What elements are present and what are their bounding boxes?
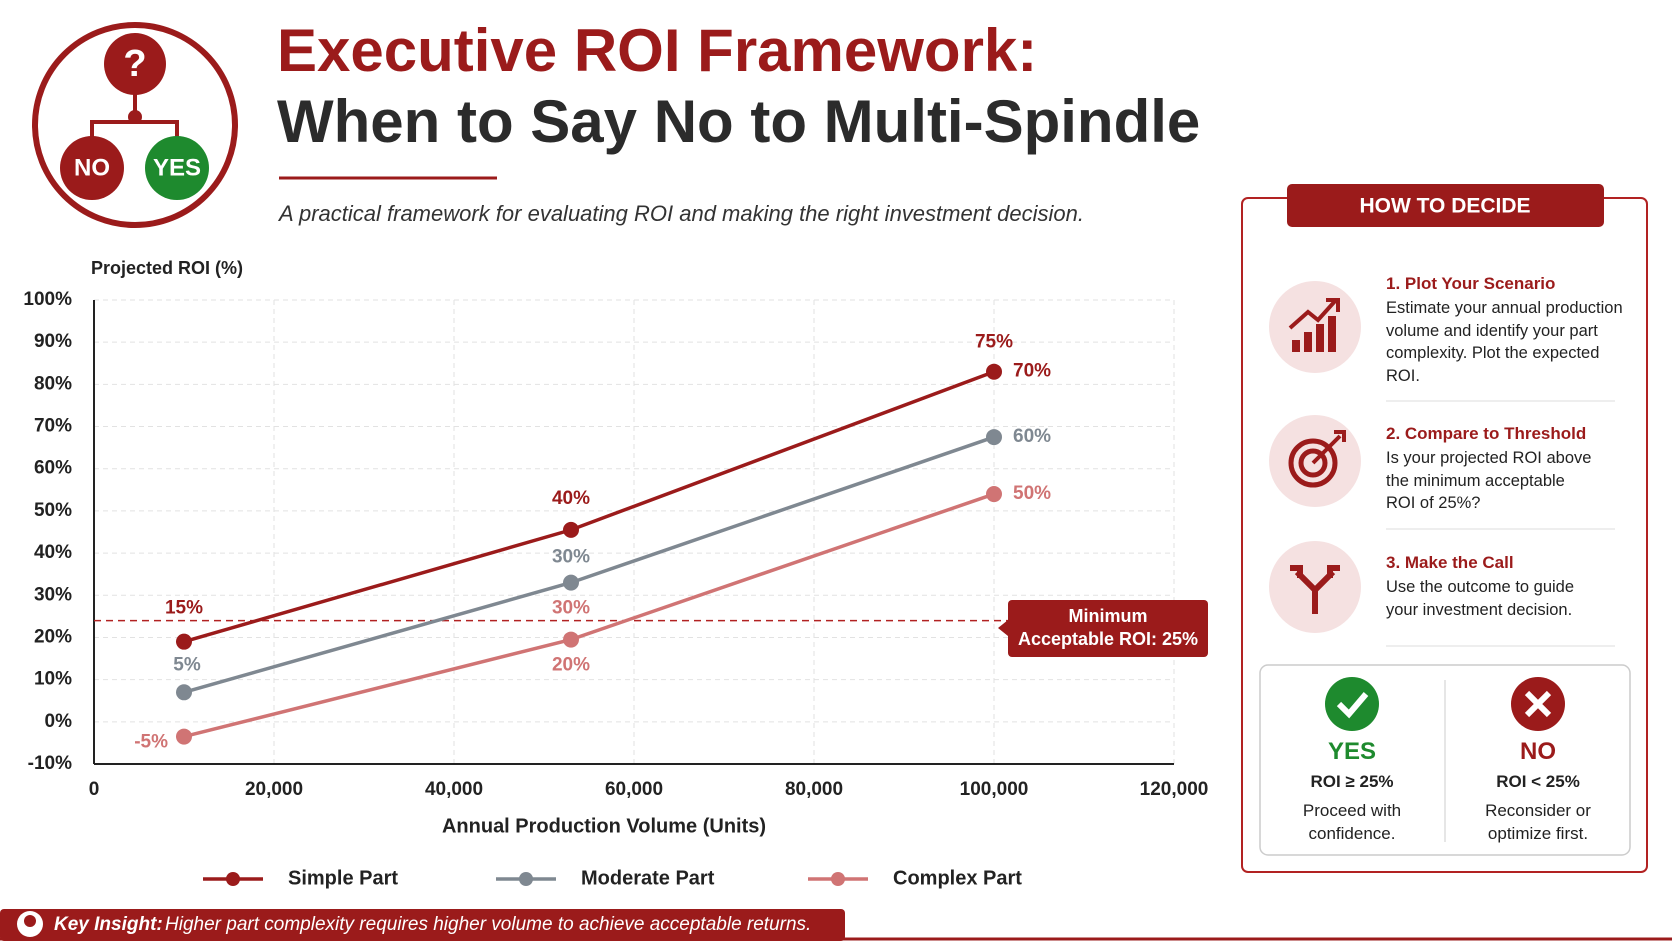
y-tick-label: 10% xyxy=(34,669,72,690)
step-text: Estimate your annual production volume a… xyxy=(1386,299,1623,385)
badge-question-circle xyxy=(104,33,166,95)
point-annotation: 15% xyxy=(165,598,203,619)
step-title: 1. Plot Your Scenario xyxy=(1386,274,1556,293)
no-label: NO xyxy=(1520,738,1556,765)
y-tick-label: 80% xyxy=(34,373,72,394)
point-annotation: 20% xyxy=(552,655,590,676)
y-tick-label: 60% xyxy=(34,458,72,479)
y-tick-label: 30% xyxy=(34,584,72,605)
no-text: Reconsider or optimize first. xyxy=(1485,801,1591,843)
data-point xyxy=(176,684,192,701)
title: When to Say No to Multi-Spindle xyxy=(277,88,1200,155)
legend-marker xyxy=(226,872,240,886)
x-tick-label: 120,000 xyxy=(1140,779,1209,800)
step-icon-arrow xyxy=(1288,298,1340,330)
data-point xyxy=(986,429,1002,446)
step-text: Is your projected ROI above the minimum … xyxy=(1386,449,1592,512)
x-tick-label: 40,000 xyxy=(425,779,483,800)
step-icon-dart xyxy=(1311,430,1346,465)
data-point xyxy=(176,728,192,745)
y-tick-label: 90% xyxy=(34,331,72,352)
legend-label: Complex Part xyxy=(893,867,1022,889)
x-tick-label: 80,000 xyxy=(785,779,843,800)
step-icon-bg xyxy=(1269,281,1361,373)
threshold-box xyxy=(1008,600,1208,657)
step-icon-chart xyxy=(1292,316,1336,352)
badge-yes: YES xyxy=(153,154,201,181)
x-tick-label: 100,000 xyxy=(960,779,1029,800)
threshold-label: Acceptable ROI: 25% xyxy=(1018,629,1198,649)
badge-no: NO xyxy=(74,154,110,181)
panel-tab xyxy=(1287,184,1604,227)
threshold-label: Minimum xyxy=(1069,606,1148,626)
data-point xyxy=(986,363,1002,380)
step-icon-split xyxy=(1290,565,1340,614)
y-tick-label: 20% xyxy=(34,626,72,647)
legend-label: Simple Part xyxy=(288,867,398,889)
y-tick-label: 0% xyxy=(45,711,73,732)
y-tick-label: 100% xyxy=(23,289,72,310)
yes-icon xyxy=(1325,677,1379,731)
x-tick-label: 0 xyxy=(89,779,100,800)
point-annotation: 5% xyxy=(173,654,201,675)
y-tick-label: -10% xyxy=(28,753,72,774)
x-tick-label: 60,000 xyxy=(605,779,663,800)
point-annotation: 50% xyxy=(1013,483,1051,504)
step-icon-target xyxy=(1288,438,1338,488)
subtitle: A practical framework for evaluating ROI… xyxy=(277,201,1084,226)
data-point xyxy=(986,486,1002,503)
point-annotation: -5% xyxy=(134,732,168,753)
footer-label: Key Insight: xyxy=(54,914,163,935)
badge-question: ? xyxy=(123,43,146,85)
badge-ring xyxy=(32,22,238,228)
point-annotation: 60% xyxy=(1013,426,1051,447)
step-text: Use the outcome to guide your investment… xyxy=(1386,578,1575,619)
yes-label: YES xyxy=(1327,738,1377,765)
point-annotation: 70% xyxy=(1013,361,1051,382)
data-point xyxy=(563,631,579,648)
badge-node xyxy=(128,110,142,124)
no-rule: ROI < 25% xyxy=(1496,772,1580,791)
y-tick-label: 50% xyxy=(34,500,72,521)
step-title: 2. Compare to Threshold xyxy=(1386,424,1587,443)
legend-marker xyxy=(831,872,845,886)
step-title: 3. Make the Call xyxy=(1386,553,1514,572)
point-annotation: 30% xyxy=(552,547,590,568)
step-icons xyxy=(1269,281,1361,633)
footer-text: Higher part complexity requires higher v… xyxy=(165,914,811,935)
title: Executive ROI Framework: xyxy=(277,17,1037,84)
y-axis-title: Projected ROI (%) xyxy=(91,258,243,278)
x-tick-label: 20,000 xyxy=(245,779,303,800)
x-axis-title: Annual Production Volume (Units) xyxy=(442,815,766,837)
data-point xyxy=(176,633,192,650)
panel-title: HOW TO DECIDE xyxy=(1359,195,1530,218)
yes-text: Proceed with confidence. xyxy=(1302,801,1402,843)
data-point xyxy=(563,521,579,538)
y-tick-label: 40% xyxy=(34,542,72,563)
badge-yes-circle xyxy=(145,136,209,200)
point-annotation: 75% xyxy=(975,332,1013,353)
step-icon-target xyxy=(1298,448,1328,478)
yes-check xyxy=(1336,692,1369,719)
legend-label: Moderate Part xyxy=(581,867,715,889)
threshold-pointer xyxy=(998,620,1008,636)
footer-bar xyxy=(0,909,845,941)
point-annotation: 30% xyxy=(552,598,590,619)
data-point xyxy=(563,574,579,591)
footer-icon-bulb xyxy=(24,915,36,927)
badge-no-circle xyxy=(60,136,124,200)
no-cross xyxy=(1524,690,1552,718)
point-annotation: 40% xyxy=(552,488,590,509)
legend-marker xyxy=(519,872,533,886)
y-tick-label: 70% xyxy=(34,416,72,437)
yes-rule: ROI ≥ 25% xyxy=(1310,772,1394,791)
